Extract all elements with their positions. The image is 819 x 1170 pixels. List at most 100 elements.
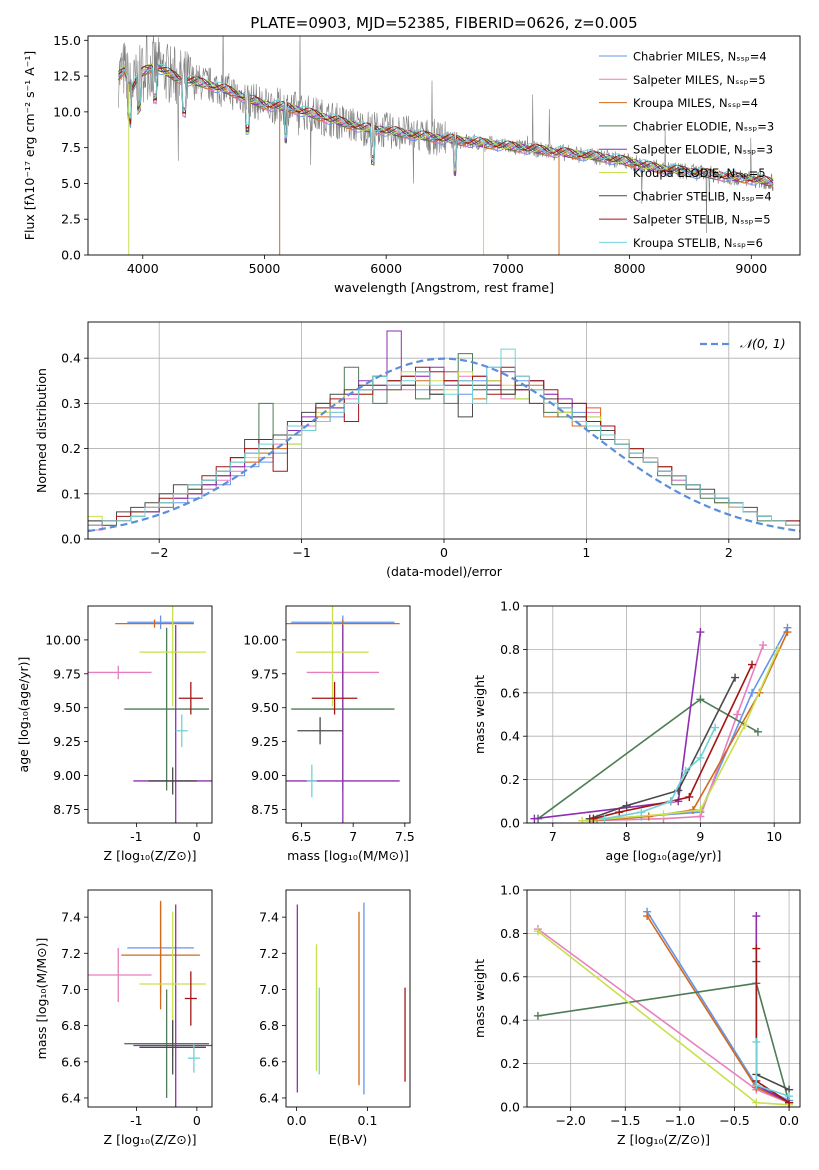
y-tick-label: 6.4 <box>61 1090 81 1105</box>
panel-2: -1 0 8.75 9.00 9.25 9.50 9.75 10.00 Z [log₁₀(Z/Z… <box>16 605 213 863</box>
x-tick-label: 7 <box>349 829 357 844</box>
model-spectrum-line <box>118 64 774 185</box>
y-tick-label: 9.00 <box>53 768 81 783</box>
x-tick-label: 10 <box>766 829 782 844</box>
mass-weight-marker <box>533 927 542 936</box>
y-axis-label: mass weight <box>472 959 487 1038</box>
plot-area-3 <box>286 606 400 823</box>
mass-weight-marker <box>773 645 782 654</box>
x-tick-label: 0.0 <box>287 1113 307 1128</box>
mass-weight-marker <box>578 816 587 823</box>
y-tick-label: 0.4 <box>500 1013 520 1028</box>
axes-frame <box>526 605 801 824</box>
y-tick-label: 0.6 <box>500 969 520 984</box>
mass-weight-marker <box>589 814 598 823</box>
mass-weight-marker <box>643 912 652 921</box>
y-axis-label: age [log₁₀(age/yr)] <box>16 657 31 773</box>
x-axis-label: wavelength [Angstrom, rest frame] <box>334 280 554 295</box>
mass-weight-marker <box>696 695 705 704</box>
y-tick-label: 8.75 <box>53 802 81 817</box>
x-tick-label: 9000 <box>735 261 767 276</box>
axes-frame <box>87 889 213 1108</box>
x-tick-label: 8000 <box>614 261 646 276</box>
y-tick-label: 9.50 <box>53 700 81 715</box>
y-axis-label: Flux [fλ10⁻¹⁷ erg cm⁻² s⁻¹ A⁻¹] <box>22 51 37 240</box>
y-tick-label: 0.2 <box>500 1056 520 1071</box>
plot-area-6 <box>296 902 406 1095</box>
mass-weight-marker <box>659 810 668 819</box>
x-tick-label: 0 <box>193 1113 201 1128</box>
mass-weight-marker <box>533 1011 542 1020</box>
mass-weight-marker <box>759 641 768 650</box>
legend-entry: Salpeter STELIB, Nₛₛₚ=5 <box>633 213 771 227</box>
y-tick-label: 7.2 <box>259 946 279 961</box>
legend-entry: Kroupa STELIB, Nₛₛₚ=6 <box>633 236 763 250</box>
histogram-series <box>88 348 800 526</box>
y-tick-label: 9.00 <box>251 768 279 783</box>
y-tick-label: 9.50 <box>251 700 279 715</box>
mass-weight-line <box>537 982 790 1103</box>
y-tick-label: 7.5 <box>61 140 81 155</box>
x-tick-label: −1.0 <box>665 1113 695 1128</box>
y-tick-label: 2.5 <box>61 212 81 227</box>
x-axis-label: age [log₁₀(age/yr)] <box>606 848 722 863</box>
x-tick-label: −2.0 <box>556 1113 586 1128</box>
model-spectrum-line <box>118 64 774 183</box>
mass-weight-marker <box>530 814 539 823</box>
y-tick-label: 9.75 <box>251 666 279 681</box>
panel-0: 4000 5000 6000 7000 8000 9000 0.0 2.5 5.0 7.5 10.0… <box>22 14 801 295</box>
mass-weight-line <box>646 915 790 1104</box>
plot-area-5 <box>88 900 212 1107</box>
mass-weight-marker <box>752 1037 761 1046</box>
x-axis-label: E(B-V) <box>329 1132 368 1147</box>
axes-frame <box>285 605 411 824</box>
plot-area-1 <box>88 330 800 533</box>
mass-weight-line <box>589 677 736 820</box>
y-tick-label: 12.5 <box>53 69 81 84</box>
y-tick-label: 5.0 <box>61 176 81 191</box>
legend-entry: Kroupa ELODIE, Nₛₛₚ=5 <box>633 166 766 180</box>
mass-weight-marker <box>752 944 761 953</box>
y-tick-label: 6.6 <box>259 1054 279 1069</box>
mass-weight-line <box>537 698 759 820</box>
legend-entry: Kroupa MILES, Nₛₛₚ=4 <box>633 96 758 110</box>
mass-weight-line <box>755 948 790 1104</box>
mass-weight-line <box>755 961 790 1091</box>
axes-frame <box>87 321 801 540</box>
axes-frame <box>87 605 213 824</box>
x-tick-label: 5000 <box>249 261 281 276</box>
y-tick-label: 9.25 <box>251 734 279 749</box>
legend-entry: Chabrier MILES, Nₛₛₚ=4 <box>633 50 767 64</box>
mass-weight-marker <box>711 723 720 732</box>
mass-weight-line <box>604 727 716 820</box>
mass-weight-marker <box>681 766 690 775</box>
mass-weight-line <box>582 649 779 822</box>
y-tick-label: 7.4 <box>61 910 81 925</box>
mass-weight-marker <box>696 805 705 814</box>
mass-weight-marker <box>752 1098 761 1107</box>
y-tick-label: 0.2 <box>500 772 520 787</box>
x-tick-label: −1.5 <box>610 1113 640 1128</box>
axes-frame <box>87 35 801 256</box>
mass-weight-marker <box>752 912 761 921</box>
y-tick-label: 0.6 <box>500 685 520 700</box>
x-tick-label: 6000 <box>370 261 402 276</box>
y-tick-label: 1.0 <box>500 883 520 898</box>
y-tick-label: 0.2 <box>61 441 81 456</box>
y-tick-label: 10.0 <box>53 104 81 119</box>
y-tick-label: 0.0 <box>500 816 520 831</box>
x-axis-label: Z [log₁₀(Z/Z⊙)] <box>104 1132 197 1147</box>
panel-5: -1 0 6.4 6.6 6.8 7.0 7.2 7.4 Z [log₁₀(Z/Z⊙)] mass… <box>34 889 213 1147</box>
x-tick-label: 0.0 <box>779 1113 799 1128</box>
y-tick-label: 6.6 <box>61 1054 81 1069</box>
y-tick-label: 7.2 <box>61 946 81 961</box>
y-tick-label: 7.0 <box>259 982 279 997</box>
y-tick-label: 10.00 <box>243 632 279 647</box>
y-tick-label: 6.8 <box>61 1018 81 1033</box>
mass-weight-marker <box>696 628 705 637</box>
y-tick-label: 0.8 <box>500 926 520 941</box>
mass-weight-marker <box>753 727 762 736</box>
y-axis-label: mass weight <box>472 675 487 754</box>
gaussian-curve <box>88 357 800 533</box>
